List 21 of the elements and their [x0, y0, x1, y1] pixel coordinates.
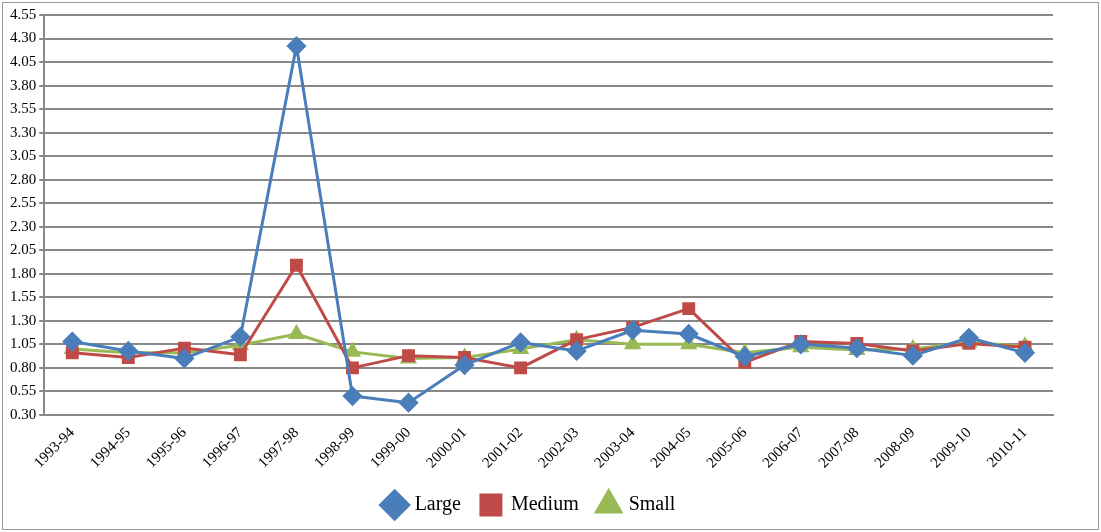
y-tick-label: 0.55: [10, 382, 37, 399]
y-tick-label: 4.05: [10, 52, 37, 69]
legend-label: Large: [414, 492, 462, 516]
y-tick-label: 1.05: [10, 335, 37, 352]
y-tick-label: 3.80: [10, 76, 37, 93]
y-tick-label: 1.55: [10, 288, 37, 305]
y-tick-label: 3.55: [10, 100, 37, 117]
legend-label: Small: [628, 492, 676, 515]
y-tick-label: 2.80: [10, 170, 37, 187]
y-tick-label: 3.30: [10, 123, 37, 140]
y-tick-label: 3.05: [10, 147, 37, 164]
y-tick-label: 1.80: [10, 264, 37, 281]
y-tick-label: 2.05: [10, 241, 37, 258]
y-tick-label: 0.30: [10, 405, 37, 422]
y-tick-label: 2.55: [10, 194, 37, 211]
y-tick-label: 0.80: [10, 358, 37, 375]
y-tick-label: 2.30: [10, 217, 37, 234]
y-tick-label: 4.30: [10, 29, 37, 46]
y-tick-label: 4.55: [10, 5, 37, 22]
y-tick-label: 1.30: [10, 311, 37, 328]
legend-label: Medium: [510, 492, 580, 515]
